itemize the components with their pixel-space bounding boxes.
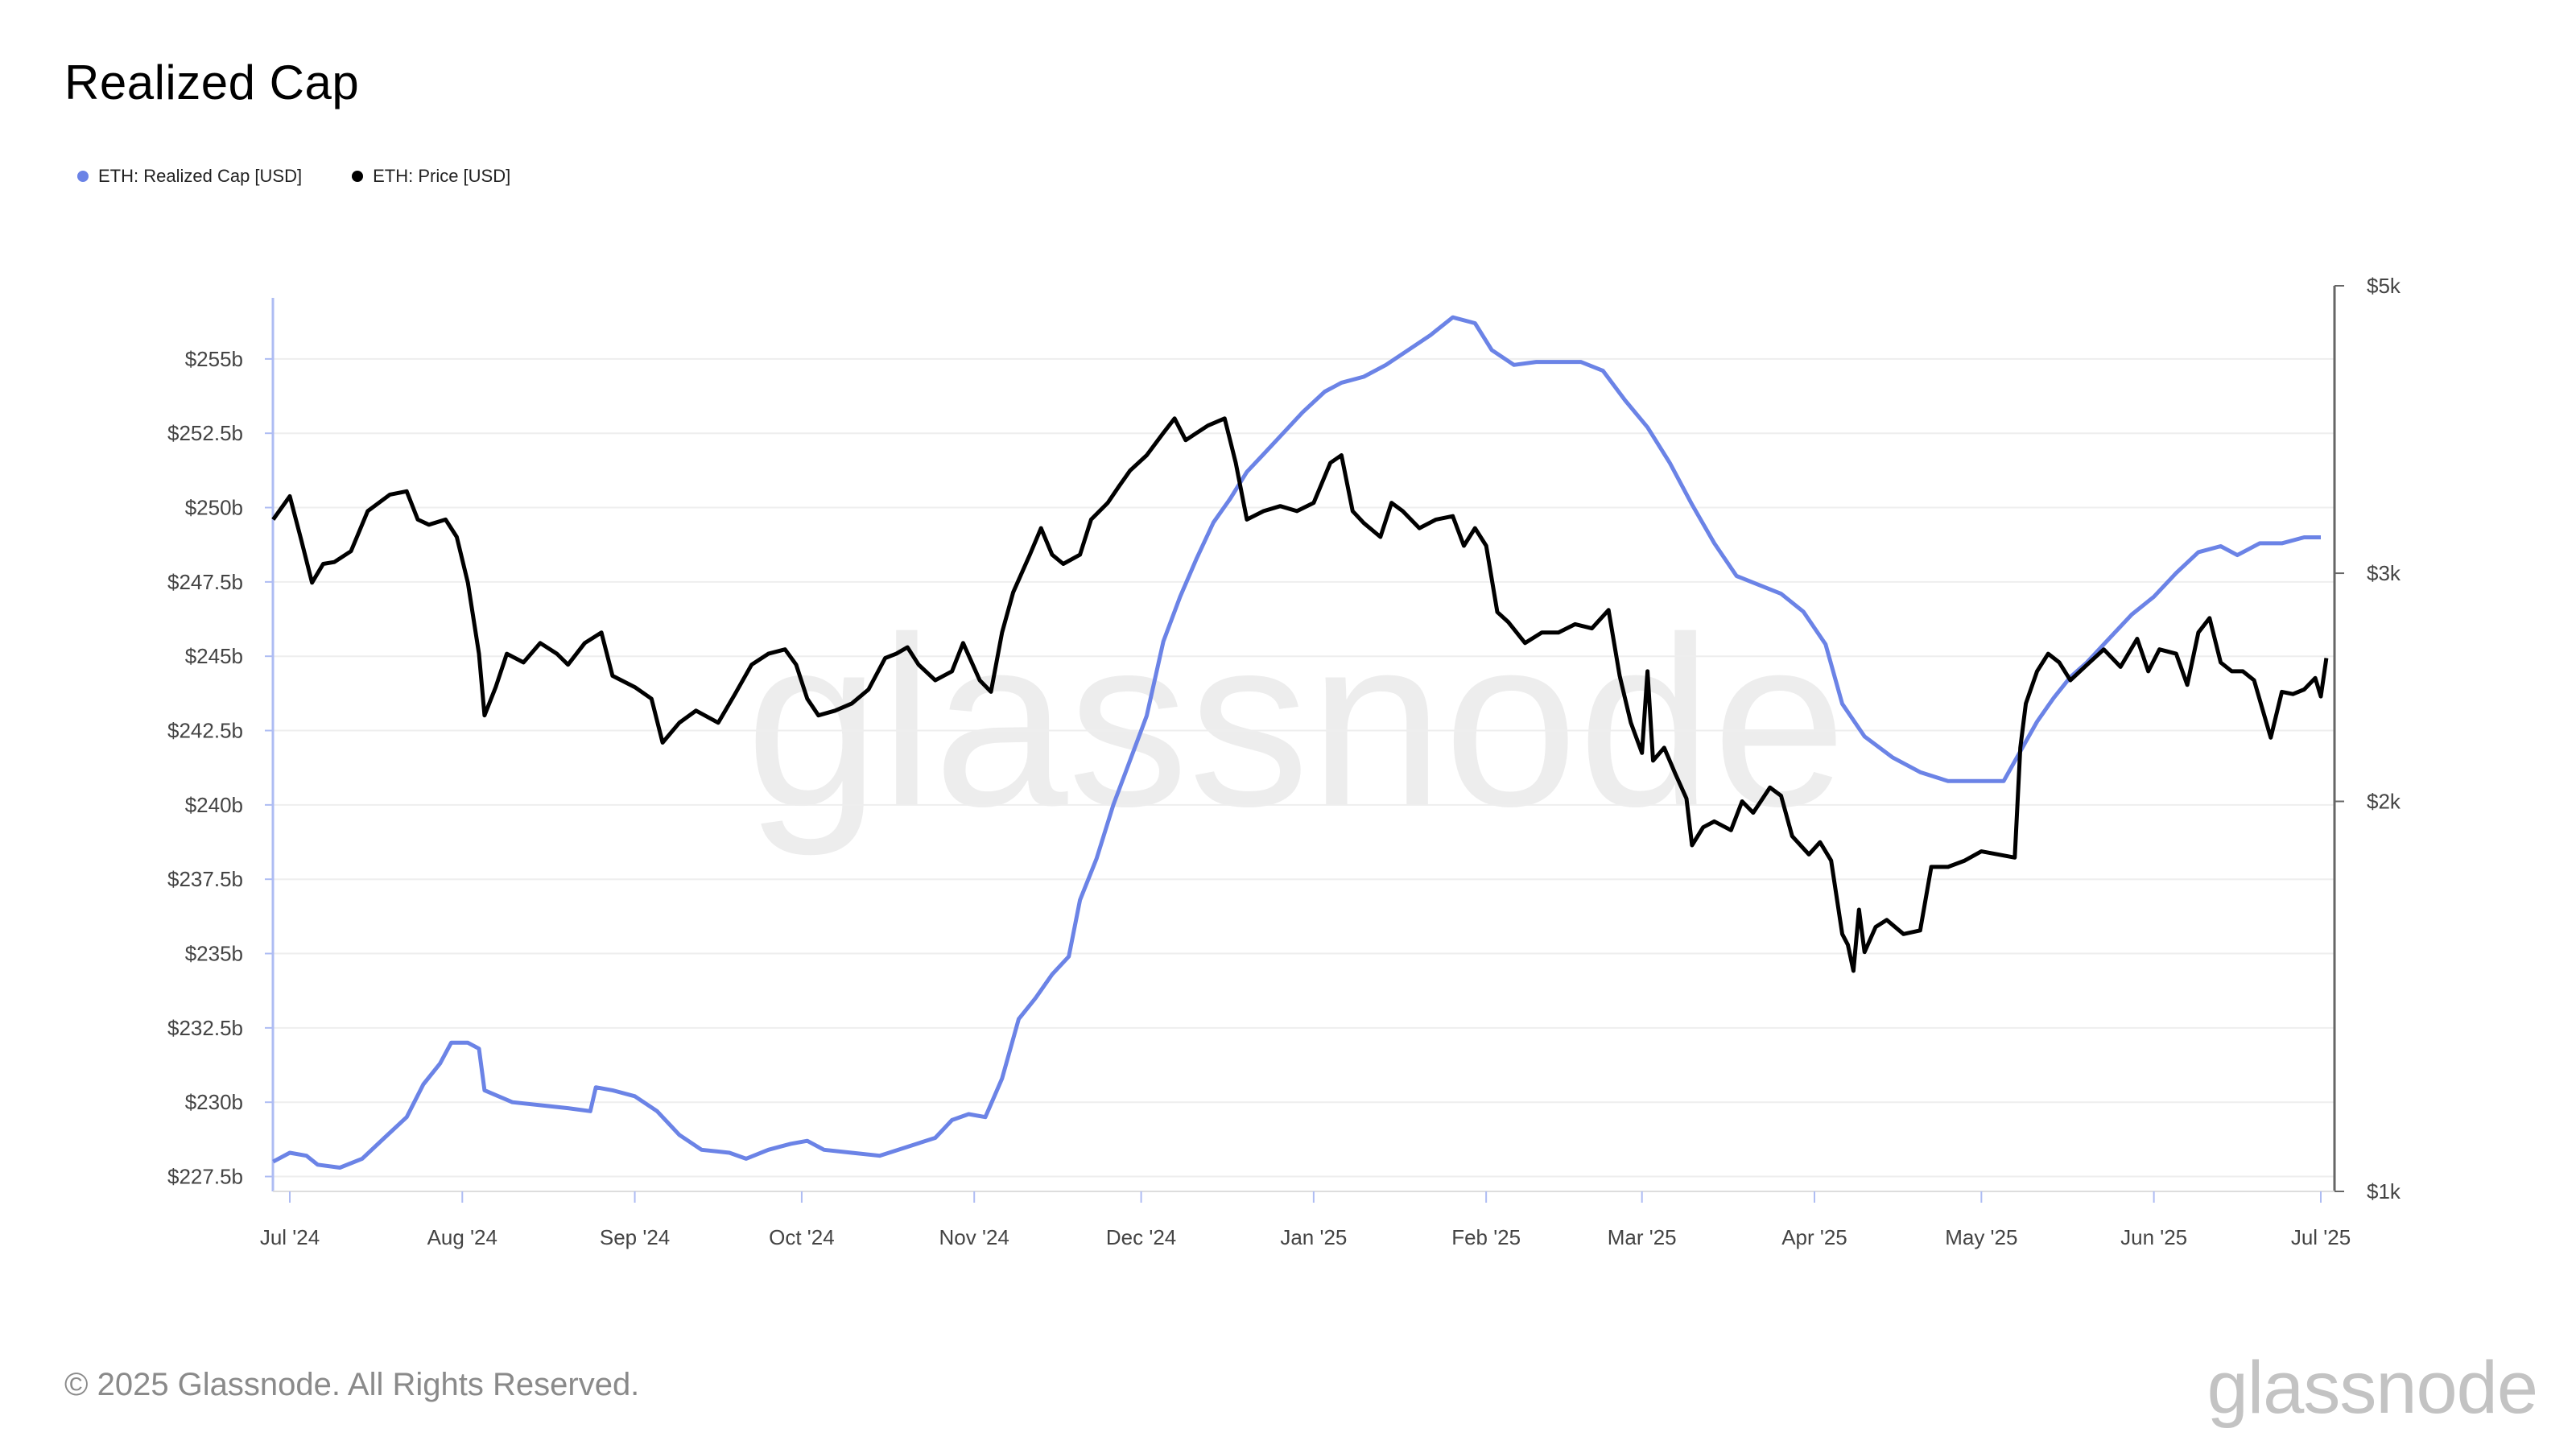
right-tick-label: $5k <box>2367 274 2401 298</box>
left-tick-label: $230b <box>185 1090 243 1114</box>
x-tick-label: Jul '25 <box>2291 1225 2351 1249</box>
watermark-logo: glassnode <box>745 586 1847 858</box>
left-tick-label: $250b <box>185 496 243 520</box>
x-tick-label: Mar '25 <box>1608 1225 1677 1249</box>
x-tick-label: Oct '24 <box>769 1225 835 1249</box>
x-tick-label: Feb '25 <box>1451 1225 1521 1249</box>
legend-dot-realized-cap <box>77 171 89 182</box>
right-tick-label: $3k <box>2367 561 2401 585</box>
x-axis-ticks: Jul '24 Aug '24 Sep '24 Oct '24 Nov '24 Dec '… <box>260 1191 2351 1249</box>
legend-dot-price <box>352 171 364 182</box>
x-tick-label: Jun '25 <box>2120 1225 2187 1249</box>
left-tick-label: $247.5b <box>167 570 243 594</box>
x-tick-label: Jan '25 <box>1280 1225 1347 1249</box>
series-line-price[interactable] <box>271 416 2329 973</box>
x-tick-label: Nov '24 <box>939 1225 1009 1249</box>
right-axis-ticks: $1k $2k $3k $5k <box>2334 274 2401 1203</box>
x-tick-label: Dec '24 <box>1106 1225 1176 1249</box>
legend-label-realized-cap: ETH: Realized Cap [USD] <box>98 166 303 186</box>
chart-legend: ETH: Realized Cap [USD] ETH: Price [USD] <box>77 166 510 187</box>
left-tick-label: $240b <box>185 793 243 817</box>
left-tick-label: $235b <box>185 942 243 966</box>
left-tick-label: $252.5b <box>167 421 243 445</box>
legend-item-price[interactable]: ETH: Price [USD] <box>352 166 510 187</box>
left-tick-label: $255b <box>185 347 243 371</box>
x-tick-label: Jul '24 <box>260 1225 320 1249</box>
left-tick-label: $237.5b <box>167 867 243 891</box>
left-tick-label: $245b <box>185 644 243 668</box>
left-tick-label: $232.5b <box>167 1016 243 1040</box>
chart-title: Realized Cap <box>64 56 360 109</box>
legend-item-realized-cap[interactable]: ETH: Realized Cap [USD] <box>77 166 302 187</box>
x-tick-label: May '25 <box>1945 1225 2017 1249</box>
x-tick-label: Aug '24 <box>427 1225 497 1249</box>
brand-logo: glassnode <box>2207 1347 2538 1429</box>
right-tick-label: $1k <box>2367 1179 2401 1203</box>
right-tick-label: $2k <box>2367 789 2401 813</box>
left-axis-ticks: $227.5b $230b $232.5b $235b $237.5b $240b $242… <box>167 347 273 1189</box>
copyright-text: © 2025 Glassnode. All Rights Reserved. <box>64 1367 640 1402</box>
x-tick-label: Apr '25 <box>1781 1225 1847 1249</box>
legend-label-price: ETH: Price [USD] <box>373 166 511 186</box>
x-tick-label: Sep '24 <box>600 1225 670 1249</box>
left-tick-label: $242.5b <box>167 719 243 743</box>
left-tick-label: $227.5b <box>167 1165 243 1189</box>
